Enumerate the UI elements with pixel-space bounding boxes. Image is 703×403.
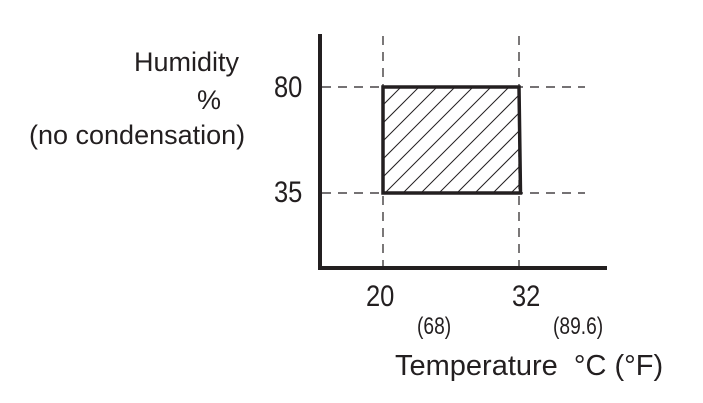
region-hatching xyxy=(383,87,519,193)
hatch-line xyxy=(438,112,519,193)
y-axis-label-line3: (no condensation) xyxy=(29,120,246,150)
x-tick-label-20: 20 xyxy=(366,280,395,313)
hatch-line xyxy=(456,130,519,193)
hatch-line xyxy=(420,94,519,193)
x-tick-label-32: 32 xyxy=(512,280,541,313)
y-tick-label-80: 80 xyxy=(274,71,303,104)
x-tick-alt-label-89-6: (89.6) xyxy=(553,313,604,340)
x-axis-label: Temperature °C (°F) xyxy=(395,350,664,382)
y-axis-label-line1: Humidity xyxy=(134,47,240,77)
hatch-line xyxy=(402,87,510,193)
y-tick-label-35: 35 xyxy=(274,176,303,209)
y-axis-label-line2: % xyxy=(197,85,222,115)
operating-range-region xyxy=(381,85,523,195)
hatch-line xyxy=(383,87,456,160)
hatch-line xyxy=(510,184,519,193)
hatch-line xyxy=(383,87,402,106)
hatch-line xyxy=(492,166,519,193)
x-tick-alt-label-68: (68) xyxy=(417,313,452,340)
hatch-line xyxy=(384,87,492,193)
hatch-line xyxy=(474,148,519,193)
hatch-line xyxy=(383,87,420,124)
